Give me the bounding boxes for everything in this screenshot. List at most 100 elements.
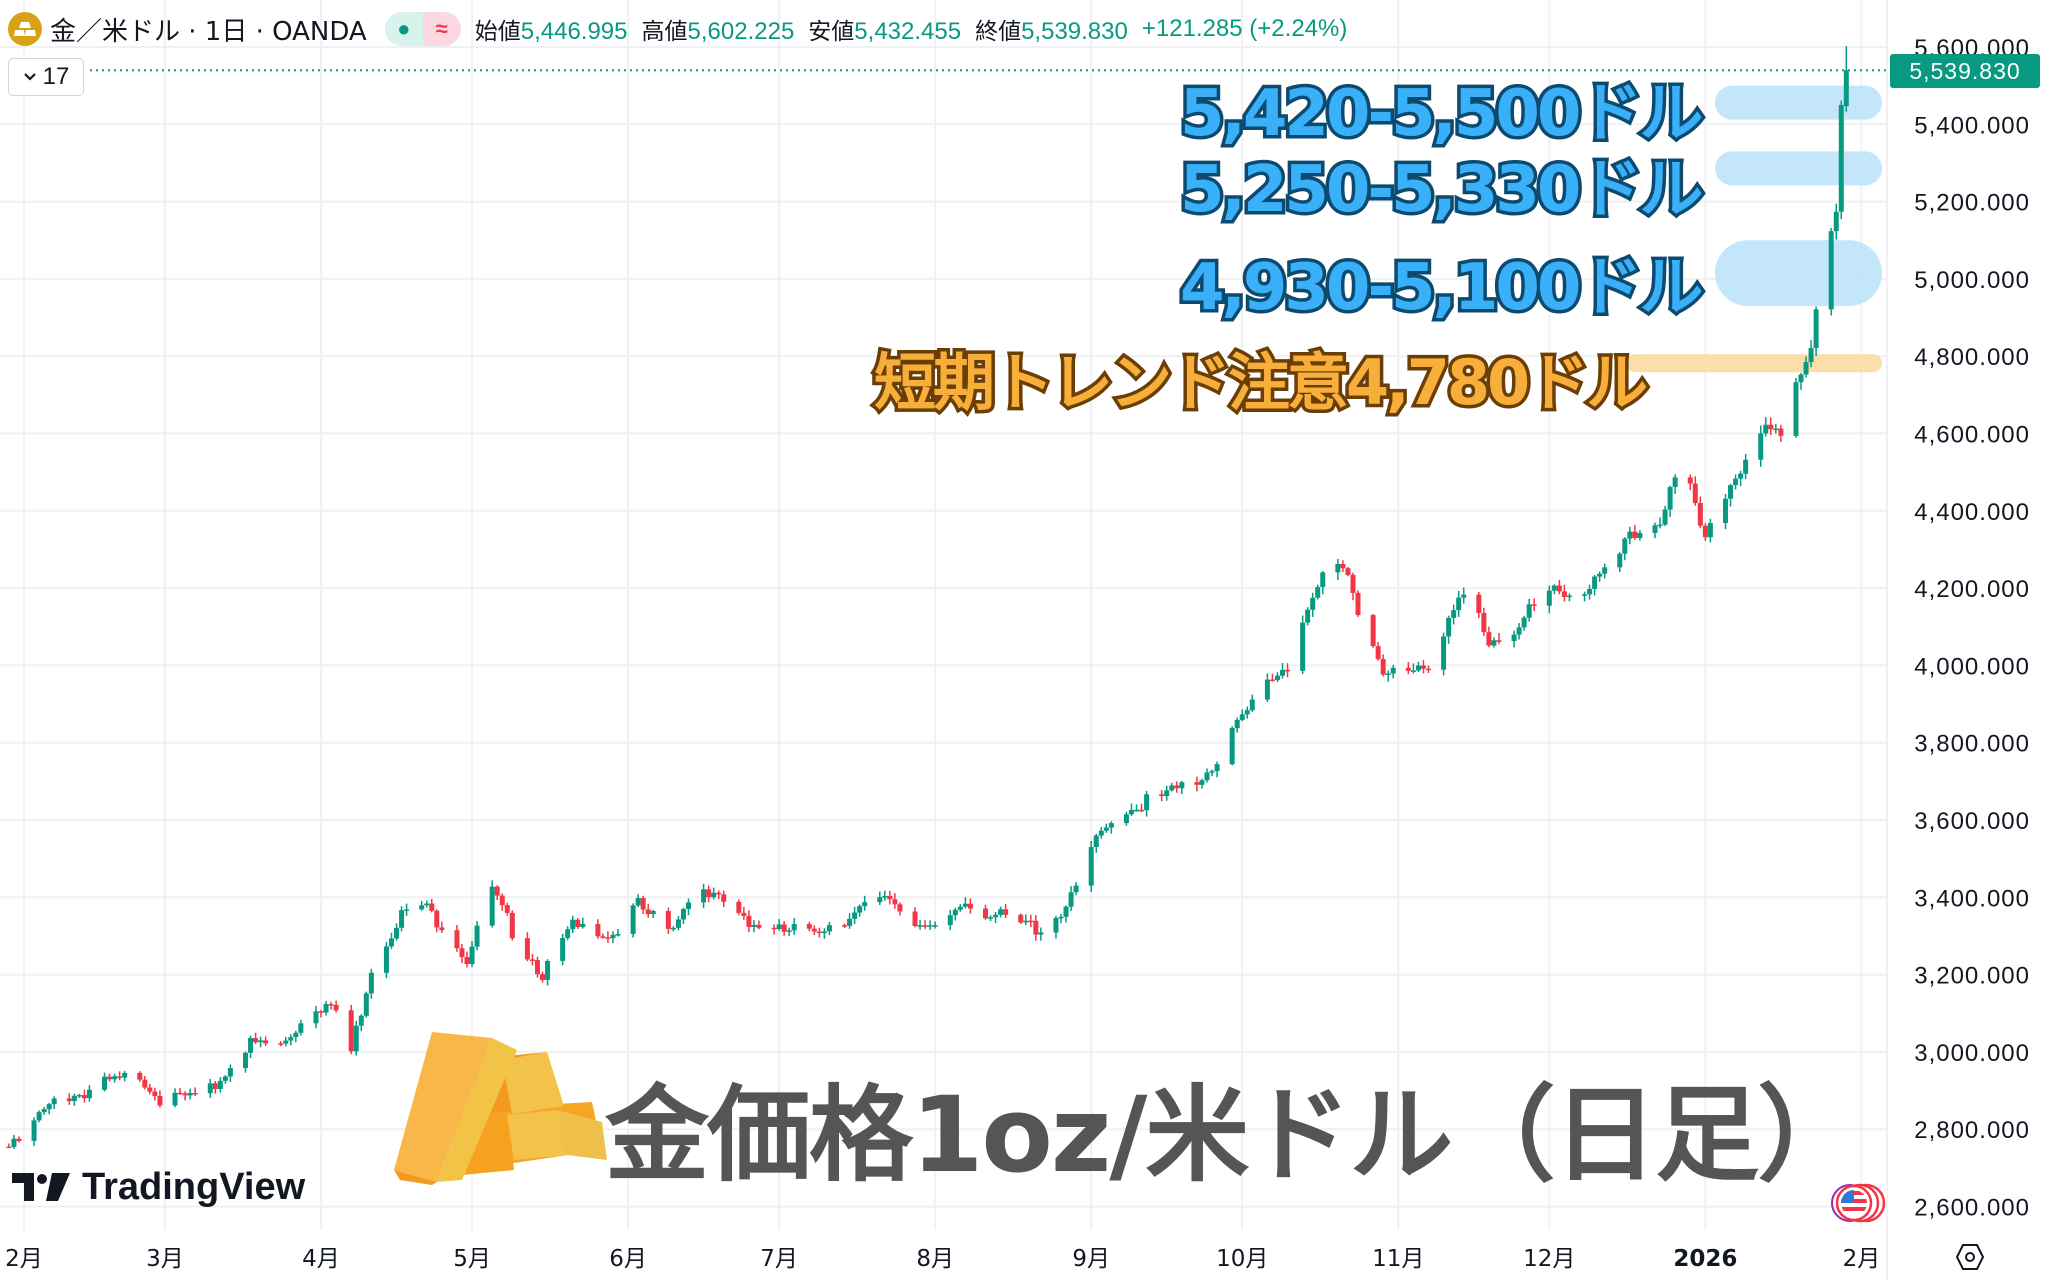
time-tick-label: 11月	[1372, 1246, 1424, 1272]
symbol-title[interactable]: 金／米ドル · 1日 · OANDA	[50, 16, 367, 47]
candle-body	[1763, 424, 1769, 434]
candle-body	[932, 925, 938, 927]
time-tick-label: 2026	[1673, 1246, 1737, 1272]
candle-body	[489, 886, 495, 926]
candle-body	[1461, 594, 1467, 598]
candle-body	[439, 927, 445, 931]
candle-body	[242, 1052, 248, 1069]
status-pill[interactable]: ● ≈	[384, 12, 461, 46]
candle-body	[756, 924, 762, 928]
candle-body	[1592, 576, 1598, 590]
price-tick-label: 3,600.000	[1914, 808, 2030, 835]
time-tick-label: 7月	[760, 1246, 798, 1272]
candle-body	[1692, 483, 1698, 503]
candle-body	[1702, 525, 1708, 538]
price-tick-label: 4,400.000	[1914, 499, 2030, 526]
candle-body	[670, 927, 676, 930]
candle-body	[887, 896, 893, 900]
chart-settings-icon[interactable]	[1955, 1242, 1985, 1272]
candle-body	[1003, 909, 1009, 915]
time-tick-label: 4月	[302, 1246, 340, 1272]
candle-body	[1139, 809, 1145, 812]
candle-body	[394, 927, 400, 939]
candle-body	[6, 1146, 12, 1149]
candle-body	[71, 1095, 77, 1102]
candle-body	[1803, 362, 1809, 375]
candle-body	[1310, 597, 1316, 610]
candle-body	[917, 925, 923, 927]
candle-body	[957, 906, 963, 910]
candle-body	[675, 919, 681, 928]
candle-body	[721, 894, 727, 902]
candle-body	[1194, 782, 1200, 785]
candle-body	[1169, 785, 1175, 791]
chevron-down-icon	[23, 73, 36, 81]
candle-body	[499, 895, 505, 906]
candle-body	[1209, 771, 1215, 773]
candle-body	[81, 1095, 87, 1099]
gold-symbol-icon	[8, 12, 42, 46]
candle-body	[746, 915, 752, 927]
candle-body	[1652, 525, 1658, 533]
candle-body	[1038, 932, 1044, 935]
price-zone	[1715, 151, 1882, 186]
price-zone	[1626, 354, 1882, 373]
candle-body	[1073, 885, 1079, 893]
candle-body	[862, 902, 868, 907]
candle-body	[610, 934, 616, 939]
candle-body	[1214, 764, 1220, 772]
candle-body	[1441, 636, 1447, 670]
candle-body	[781, 924, 787, 932]
candle-body	[1068, 892, 1074, 907]
candle-body	[1526, 604, 1532, 618]
candle-body	[1098, 830, 1104, 836]
candle-body	[504, 905, 510, 913]
candle-body	[1300, 622, 1306, 671]
candle-body	[1380, 659, 1386, 675]
candle-body	[1773, 428, 1779, 431]
candle-body	[46, 1104, 52, 1110]
candle-body	[1637, 532, 1643, 539]
market-open-icon: ●	[384, 12, 423, 46]
candle-body	[806, 924, 812, 929]
candle-body	[41, 1109, 47, 1113]
candle-body	[962, 903, 968, 907]
candle-body	[1355, 592, 1361, 616]
candle-body	[1269, 679, 1275, 682]
candle-body	[454, 930, 460, 949]
price-tick-label: 5,400.000	[1914, 112, 2030, 139]
price-tick-label: 4,000.000	[1914, 653, 2030, 680]
candle-body	[368, 972, 374, 994]
tradingview-logo[interactable]: TradingView	[12, 1166, 305, 1209]
candle-body	[1335, 563, 1341, 573]
collapse-indicators-button[interactable]: 17	[8, 58, 84, 96]
candle-body	[1843, 70, 1849, 107]
candle-body	[157, 1095, 163, 1106]
candle-body	[842, 925, 848, 927]
candle-body	[399, 910, 405, 928]
candle-body	[298, 1023, 304, 1033]
candle-body	[847, 918, 853, 926]
annotation-target-3: 4,930-5,100ドル	[1176, 248, 1706, 329]
candle-body	[182, 1093, 188, 1096]
candle-body	[1551, 585, 1557, 591]
candle-body	[192, 1092, 198, 1095]
candle-body	[1053, 917, 1059, 933]
candle-body	[1058, 916, 1064, 919]
candle-body	[1602, 567, 1608, 574]
candle-body	[540, 974, 546, 980]
candle-body	[117, 1076, 123, 1078]
candle-body	[429, 903, 435, 911]
candle-body	[1390, 667, 1396, 674]
candle-body	[877, 897, 883, 903]
candle-body	[31, 1120, 37, 1141]
candle-body	[1280, 669, 1285, 676]
candle-body	[1446, 617, 1452, 637]
candle-body	[967, 903, 973, 909]
close-value: 終値5,539.830	[975, 18, 1128, 45]
us-flag-currency-icon[interactable]	[1826, 1183, 1892, 1223]
candle-body	[464, 957, 470, 965]
candle-body	[1385, 673, 1391, 676]
candle-body	[1838, 104, 1844, 212]
